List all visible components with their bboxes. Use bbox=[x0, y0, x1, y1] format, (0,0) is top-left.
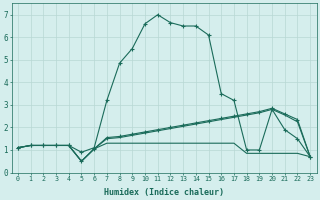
X-axis label: Humidex (Indice chaleur): Humidex (Indice chaleur) bbox=[104, 188, 224, 197]
